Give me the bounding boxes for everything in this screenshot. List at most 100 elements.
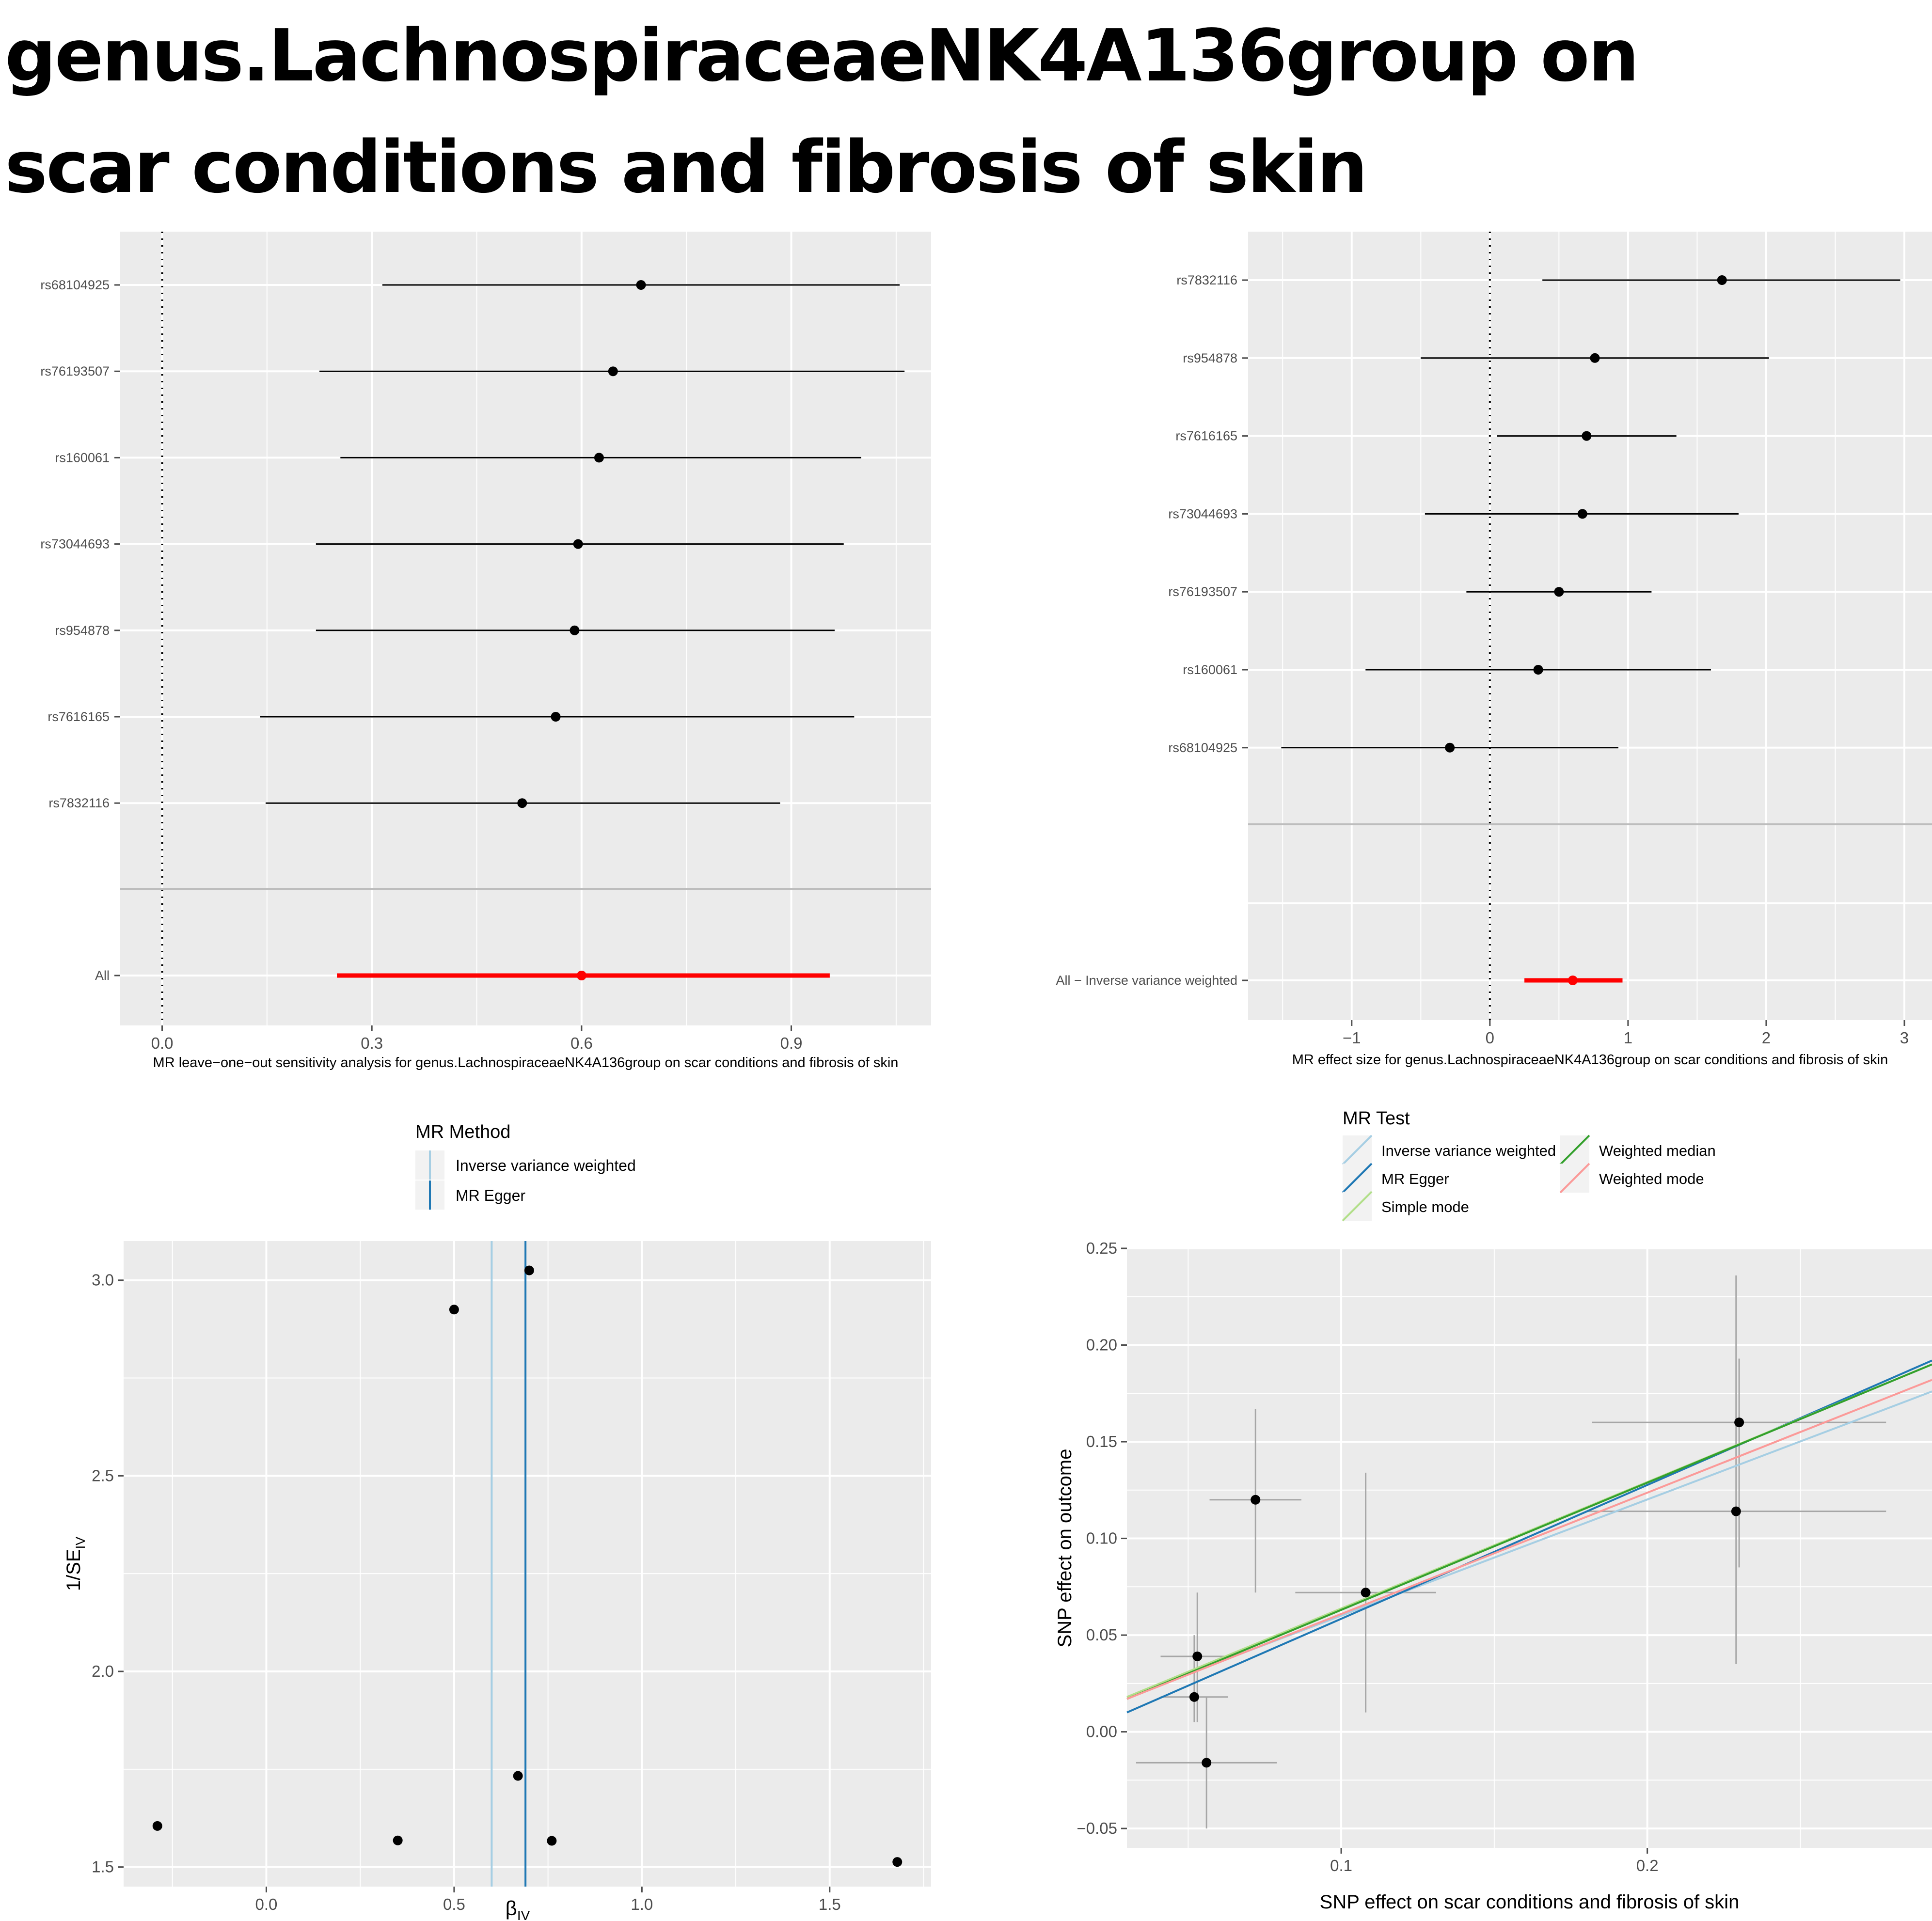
legend-label: Weighted mode (1599, 1170, 1704, 1187)
snp-label: rs73044693 (1168, 506, 1237, 521)
page-title-line-2: scar conditions and fibrosis of skin (5, 126, 1368, 209)
snp-label: rs160061 (55, 450, 110, 465)
snp-point (1731, 1506, 1741, 1516)
estimate-point (1590, 353, 1600, 363)
plot-panel (120, 232, 931, 1025)
y-tick-label: 0.00 (1086, 1723, 1117, 1741)
summary-label: All − Inverse variance weighted (1056, 973, 1237, 988)
x-tick-label: 1.0 (631, 1895, 653, 1913)
snp-label: rs160061 (1183, 662, 1237, 677)
snp-point (1192, 1651, 1203, 1661)
estimate-point (1717, 275, 1727, 285)
chart-leave_one_out: rs68104925 rs76193507 rs160061 rs73044693 rs… (40, 232, 931, 1071)
page-title: genus.LachnospiraceaeNK4A136group on sca… (5, 0, 1639, 223)
y-tick-label: 0.25 (1086, 1239, 1117, 1257)
y-tick-label: 3.0 (92, 1271, 114, 1289)
snp-point (1189, 1692, 1199, 1702)
plot-panel (1127, 1248, 1932, 1848)
snp-label: rs68104925 (1168, 740, 1237, 755)
estimate-point (594, 453, 604, 463)
y-tick-label: 0.15 (1086, 1433, 1117, 1450)
snp-point (393, 1835, 403, 1845)
page-title-line-1: genus.LachnospiraceaeNK4A136group on (5, 14, 1639, 97)
y-tick-label: 1.5 (92, 1858, 114, 1876)
x-tick-label: 0.0 (255, 1895, 278, 1913)
x-tick-label: 0.9 (780, 1034, 803, 1052)
snp-label: rs68104925 (40, 278, 110, 292)
legend-key-line (1342, 1134, 1373, 1165)
y-tick-label: 2.0 (92, 1662, 114, 1680)
snp-point (152, 1821, 162, 1831)
x-tick-label: 0.6 (570, 1034, 593, 1052)
legend-label: Weighted median (1599, 1142, 1716, 1159)
snp-point (1202, 1758, 1212, 1768)
y-tick-label: −0.05 (1077, 1819, 1118, 1837)
legend-label: MR Egger (1381, 1170, 1449, 1187)
legend-title: MR Method (415, 1122, 510, 1142)
summary-label: All (95, 968, 110, 983)
y-tick-label: 0.20 (1086, 1336, 1117, 1354)
legend-title: MR Test (1343, 1108, 1410, 1129)
legend-mr-method: MR Method Inverse variance weighted MR Egg… (415, 1122, 636, 1210)
y-axis-label: SNP effect on outcome (1054, 1449, 1076, 1648)
estimate-point (1554, 587, 1564, 597)
x-tick-label: 0.1 (1330, 1857, 1352, 1874)
x-axis-label: MR leave−one−out sensitivity analysis fo… (153, 1055, 899, 1071)
legend-key-line (1559, 1134, 1590, 1165)
snp-label: rs954878 (55, 623, 110, 638)
legend-key-line (1559, 1163, 1590, 1194)
y-tick-label: 0.10 (1086, 1529, 1117, 1547)
x-tick-label: 3 (1900, 1029, 1909, 1047)
snp-label: rs73044693 (40, 537, 110, 551)
y-tick-label: 2.5 (92, 1466, 114, 1484)
estimate-point (1582, 431, 1592, 441)
plot-panel (1248, 232, 1932, 1020)
snp-point (1734, 1417, 1744, 1428)
snp-point (524, 1265, 534, 1275)
method-fit-line (1126, 1379, 1932, 1700)
x-axis-label: MR effect size for genus.Lachnospiraceae… (1292, 1052, 1888, 1068)
y-axis-label: 1/SEIV (63, 1537, 88, 1591)
plot-panel (124, 1241, 931, 1887)
snp-point (449, 1305, 459, 1315)
x-tick-label: 0.2 (1636, 1857, 1659, 1874)
snp-label: rs954878 (1183, 351, 1237, 365)
snp-point (547, 1836, 557, 1846)
y-tick-label: 0.05 (1086, 1626, 1117, 1644)
x-tick-label: 0.3 (361, 1034, 383, 1052)
estimate-point (1445, 742, 1455, 753)
summary-point (1568, 976, 1578, 985)
snp-label: rs76193507 (40, 364, 110, 378)
x-tick-label: 0.0 (151, 1034, 174, 1052)
legend-label: Inverse variance weighted (1381, 1142, 1556, 1159)
snp-point (513, 1771, 523, 1781)
summary-point (576, 971, 586, 980)
legend-mr-test: MR Test Inverse variance weighted MR Egger… (1342, 1108, 1716, 1222)
snp-point (892, 1857, 903, 1867)
method-fit-line (1126, 1363, 1932, 1700)
legend-label: MR Egger (456, 1187, 525, 1204)
estimate-point (517, 798, 527, 808)
snp-label: rs7616165 (48, 709, 110, 724)
chart-funnel: 0.0 0.5 1.0 1.5 1.5 2.0 2.5 3.0 βIV 1/SEIV MR Meth… (63, 1122, 931, 1921)
x-tick-label: 0 (1486, 1029, 1494, 1047)
x-tick-label: 1.5 (819, 1895, 841, 1913)
estimate-point (551, 712, 561, 722)
x-tick-label: 2 (1762, 1029, 1771, 1047)
estimate-point (1533, 665, 1543, 675)
x-tick-label: −1 (1343, 1029, 1361, 1047)
estimate-point (608, 366, 618, 377)
estimate-point (1577, 509, 1587, 519)
snp-label: rs7832116 (1176, 273, 1237, 287)
legend-key-line (1342, 1191, 1373, 1222)
estimate-point (573, 539, 583, 549)
legend-label: Inverse variance weighted (456, 1157, 636, 1174)
legend-key-line (1342, 1163, 1373, 1194)
snp-label: rs76193507 (1168, 584, 1237, 599)
x-tick-label: 1 (1624, 1029, 1632, 1047)
legend-label: Simple mode (1381, 1198, 1469, 1215)
estimate-point (636, 280, 646, 290)
snp-point (1361, 1588, 1371, 1598)
snp-label: rs7832116 (48, 796, 110, 810)
